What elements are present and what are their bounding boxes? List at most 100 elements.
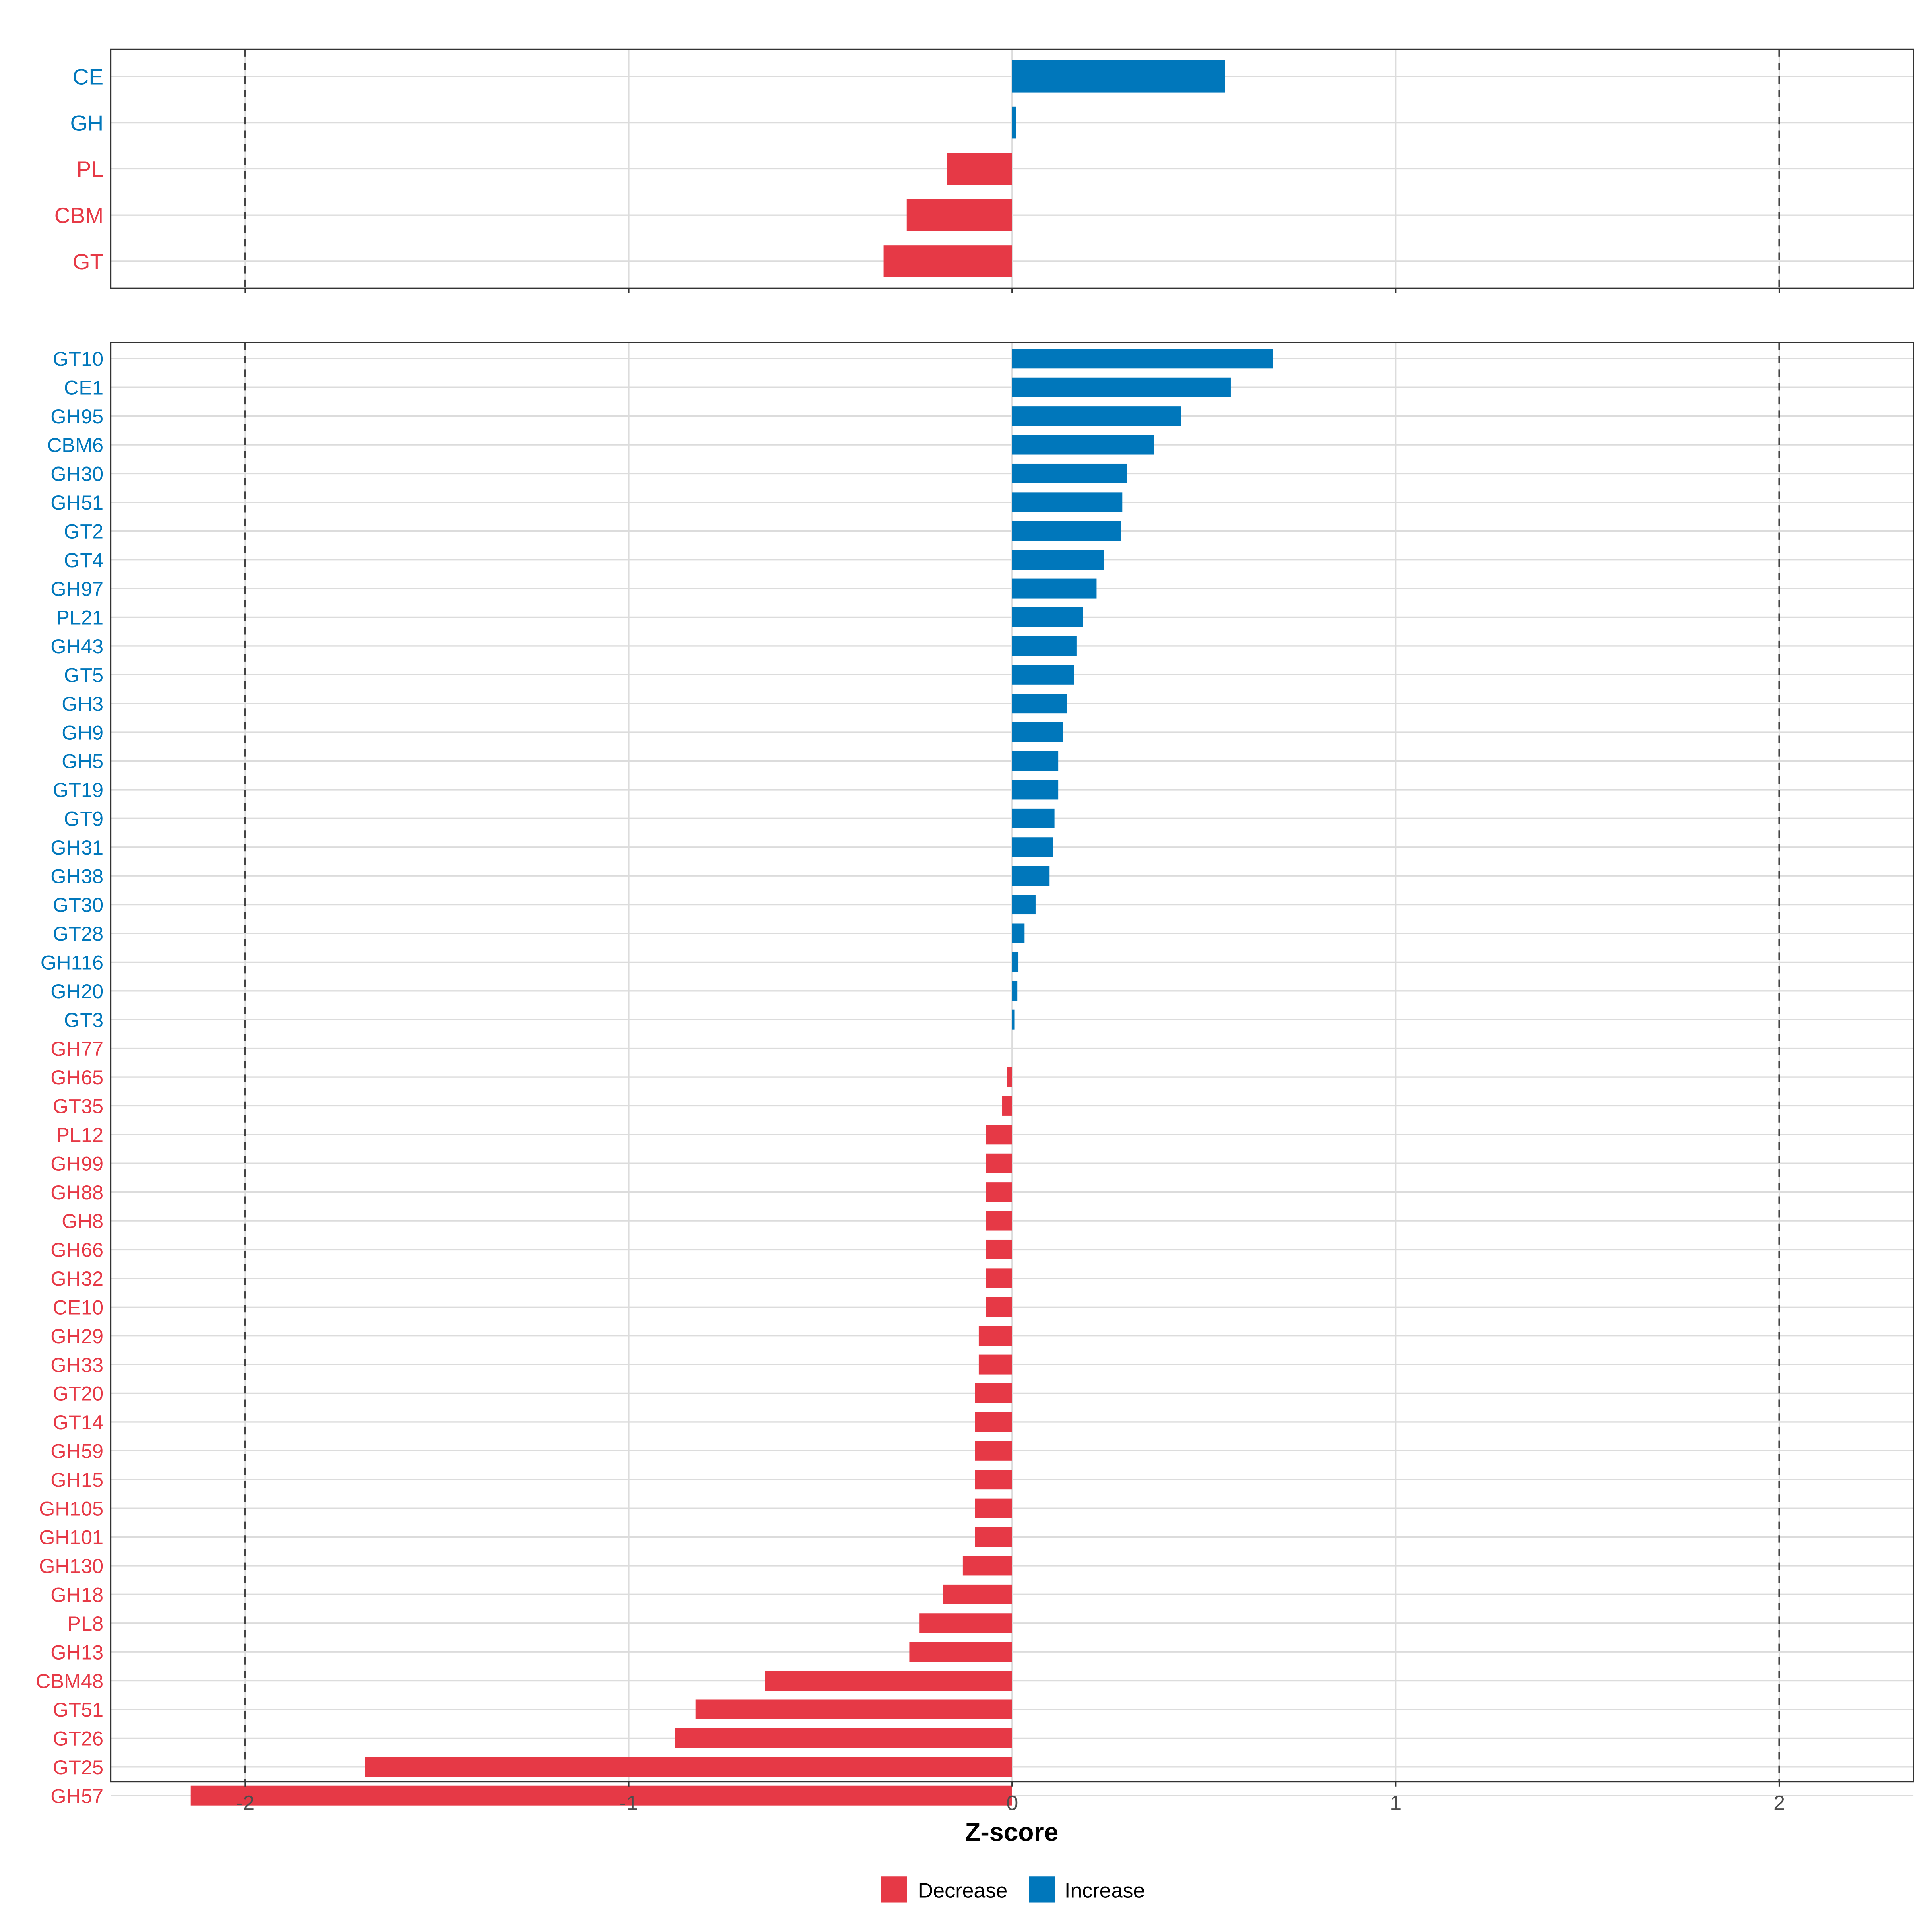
y-tick-label-GH3: GH3: [62, 692, 103, 715]
bar-CE: [1012, 60, 1225, 93]
bar-GH116: [1012, 952, 1019, 972]
y-tick-label-PL8: PL8: [67, 1612, 103, 1635]
x-tick-label: 0: [1006, 1792, 1018, 1815]
bar-CE1: [1012, 377, 1231, 397]
x-tick-label: 1: [1390, 1792, 1402, 1815]
bar-GH97: [1012, 578, 1097, 599]
bar-CBM6: [1012, 435, 1154, 455]
y-tick-label-GH20: GH20: [50, 980, 103, 1003]
y-tick-label-GT4: GT4: [64, 549, 103, 572]
bar-GH20: [1012, 981, 1018, 1001]
bar-GT51: [695, 1699, 1012, 1719]
y-tick-label-PL21: PL21: [56, 606, 103, 629]
bar-PL: [947, 153, 1012, 185]
bar-GH105: [975, 1498, 1012, 1518]
bar-GH9: [1012, 722, 1063, 742]
bar-CE10: [986, 1297, 1012, 1317]
bar-GT: [883, 245, 1012, 277]
y-tick-label-GH13: GH13: [50, 1641, 103, 1664]
y-tick-label-GH: GH: [70, 110, 104, 135]
y-tick-label-GT19: GT19: [53, 778, 103, 801]
y-tick-label-GH30: GH30: [50, 462, 103, 485]
legend-swatch-increase: [1029, 1876, 1055, 1903]
bar-GH32: [986, 1268, 1012, 1288]
y-tick-label-GH105: GH105: [39, 1497, 103, 1520]
y-tick-label-GH29: GH29: [50, 1325, 103, 1348]
bar-GT25: [365, 1757, 1012, 1777]
y-tick-label-GH15: GH15: [50, 1468, 103, 1491]
y-tick-label-GH101: GH101: [39, 1526, 103, 1549]
y-tick-label-GH31: GH31: [50, 836, 103, 859]
bar-GH99: [986, 1153, 1012, 1173]
bar-PL21: [1012, 607, 1083, 627]
bar-GH30: [1012, 463, 1127, 483]
y-tick-label-CE1: CE1: [64, 376, 103, 399]
legend-swatch-decrease: [881, 1876, 907, 1903]
bar-GH3: [1012, 694, 1067, 714]
bar-GH5: [1012, 751, 1059, 771]
y-tick-label-GH32: GH32: [50, 1267, 103, 1290]
y-tick-label-GT5: GT5: [64, 663, 103, 686]
y-tick-label-GH8: GH8: [62, 1210, 103, 1232]
bar-GH29: [978, 1326, 1012, 1346]
y-tick-label-GT9: GT9: [64, 807, 103, 830]
y-tick-label-GH95: GH95: [50, 405, 103, 428]
bar-PL8: [919, 1613, 1012, 1633]
bar-GT28: [1012, 923, 1025, 943]
y-tick-label-GH130: GH130: [39, 1554, 103, 1577]
bar-GH43: [1012, 636, 1077, 656]
y-tick-label-GH38: GH38: [50, 865, 103, 888]
y-tick-label-PL12: PL12: [56, 1123, 103, 1146]
y-tick-label-GT25: GT25: [53, 1756, 103, 1779]
bar-GT2: [1012, 521, 1121, 541]
y-tick-label-GH88: GH88: [50, 1181, 103, 1204]
y-tick-label-CBM6: CBM6: [47, 433, 103, 456]
bar-GT26: [675, 1728, 1012, 1748]
y-tick-label-GH59: GH59: [50, 1439, 103, 1462]
y-tick-label-GH116: GH116: [41, 951, 103, 974]
y-tick-label-GT35: GT35: [53, 1095, 103, 1118]
y-tick-label-GT14: GT14: [53, 1411, 103, 1434]
x-tick-label: -1: [619, 1792, 638, 1815]
y-tick-label-GT26: GT26: [53, 1727, 103, 1750]
legend-label-increase: Increase: [1065, 1879, 1145, 1902]
y-tick-label-GT2: GT2: [64, 520, 103, 543]
bar-GH38: [1012, 866, 1050, 886]
y-tick-label-GH9: GH9: [62, 721, 103, 744]
legend-label-decrease: Decrease: [918, 1879, 1008, 1902]
bottom-panel: GT10CE1GH95CBM6GH30GH51GT2GT4GH97PL21GH4…: [36, 342, 1914, 1815]
legend: Decrease Increase: [881, 1876, 1145, 1903]
bar-GH101: [975, 1527, 1012, 1547]
bar-PL12: [986, 1125, 1012, 1145]
y-tick-label-CE: CE: [73, 64, 104, 89]
bar-GH130: [962, 1556, 1012, 1576]
bar-GT4: [1012, 550, 1104, 570]
bar-GH: [1012, 106, 1016, 139]
y-tick-label-CE10: CE10: [53, 1296, 103, 1319]
bar-GT19: [1012, 780, 1059, 800]
bar-GH33: [978, 1354, 1012, 1375]
y-tick-label-GH65: GH65: [50, 1066, 103, 1089]
bar-GT35: [1002, 1096, 1012, 1116]
y-tick-label-PL: PL: [76, 157, 103, 182]
bar-GH31: [1012, 837, 1053, 857]
bar-CBM: [906, 199, 1012, 231]
bar-GH65: [1007, 1067, 1012, 1087]
bar-GH88: [986, 1182, 1012, 1202]
y-tick-label-GT28: GT28: [53, 922, 103, 945]
bar-GH51: [1012, 492, 1123, 512]
y-tick-label-GT: GT: [73, 249, 104, 274]
x-axis-title: Z-score: [965, 1817, 1058, 1846]
bar-GH95: [1012, 406, 1181, 426]
y-tick-label-CBM: CBM: [54, 203, 103, 228]
top-panel: CE GH PL CBM GT: [54, 48, 1914, 293]
y-tick-label-GH57: GH57: [50, 1784, 103, 1807]
bar-GH57: [190, 1785, 1012, 1806]
y-tick-label-GH5: GH5: [62, 750, 103, 773]
y-tick-label-GT10: GT10: [53, 347, 103, 370]
y-tick-label-GT51: GT51: [53, 1698, 103, 1721]
y-tick-label-GH77: GH77: [50, 1037, 103, 1060]
y-tick-label-CBM48: CBM48: [36, 1670, 103, 1693]
y-tick-label-GT20: GT20: [53, 1382, 103, 1405]
